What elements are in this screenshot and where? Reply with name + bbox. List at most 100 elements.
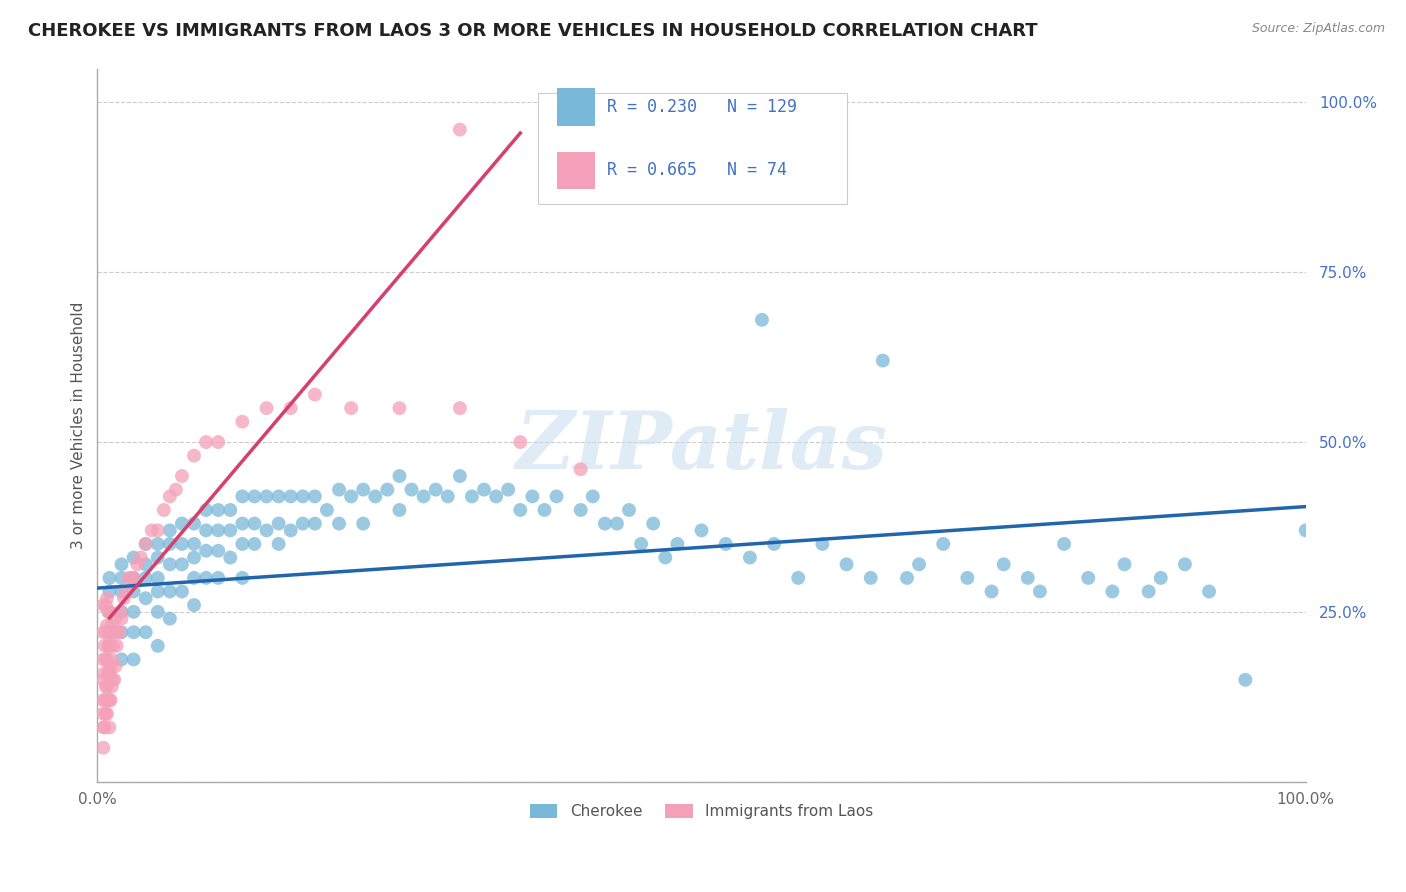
Point: [98, 605, 121, 619]
Point: [159, 612, 181, 626]
Point: [97, 665, 120, 680]
Point: [1150, 571, 1173, 585]
Point: [509, 503, 531, 517]
Point: [231, 490, 253, 504]
Point: [738, 550, 761, 565]
Point: [110, 584, 132, 599]
Point: [1017, 571, 1039, 585]
Point: [1101, 584, 1123, 599]
Point: [908, 558, 931, 572]
Point: [231, 516, 253, 531]
Point: [135, 537, 157, 551]
Point: [108, 625, 131, 640]
Point: [291, 490, 314, 504]
Point: [103, 673, 125, 687]
Point: [98, 605, 121, 619]
Point: [94, 680, 117, 694]
Point: [666, 537, 689, 551]
Point: [159, 524, 181, 538]
Point: [377, 483, 399, 497]
Point: [122, 571, 145, 585]
Point: [146, 605, 169, 619]
Point: [1114, 558, 1136, 572]
Point: [243, 516, 266, 531]
Point: [96, 652, 118, 666]
Point: [146, 550, 169, 565]
Text: CHEROKEE VS IMMIGRANTS FROM LAOS 3 OR MORE VEHICLES IN HOUSEHOLD CORRELATION CHA: CHEROKEE VS IMMIGRANTS FROM LAOS 3 OR MO…: [28, 22, 1038, 40]
Point: [280, 490, 302, 504]
Point: [122, 625, 145, 640]
Point: [93, 693, 115, 707]
Point: [1137, 584, 1160, 599]
Point: [127, 558, 149, 572]
Point: [110, 652, 132, 666]
Point: [496, 483, 519, 497]
Point: [352, 483, 374, 497]
Point: [461, 490, 484, 504]
Point: [352, 516, 374, 531]
Point: [956, 571, 979, 585]
Point: [1029, 584, 1052, 599]
Point: [280, 524, 302, 538]
Point: [96, 680, 118, 694]
Point: [96, 706, 118, 721]
Point: [219, 550, 242, 565]
Point: [195, 435, 218, 450]
Point: [593, 516, 616, 531]
Point: [115, 584, 138, 599]
Point: [146, 537, 169, 551]
Point: [328, 516, 350, 531]
Point: [714, 537, 737, 551]
Point: [654, 550, 676, 565]
Point: [219, 524, 242, 538]
Point: [751, 313, 773, 327]
Point: [859, 571, 882, 585]
Point: [170, 516, 193, 531]
Point: [340, 401, 363, 416]
Point: [569, 462, 592, 476]
Point: [388, 469, 411, 483]
Point: [159, 584, 181, 599]
Point: [159, 490, 181, 504]
Point: [146, 524, 169, 538]
Point: [101, 618, 124, 632]
Point: [388, 401, 411, 416]
Point: [267, 516, 290, 531]
Point: [401, 483, 423, 497]
Point: [93, 625, 115, 640]
Point: [617, 503, 640, 517]
Point: [606, 516, 628, 531]
Point: [291, 516, 314, 531]
Point: [763, 537, 786, 551]
Point: [835, 558, 858, 572]
Point: [183, 550, 205, 565]
Point: [316, 503, 339, 517]
Point: [219, 503, 242, 517]
Point: [110, 605, 132, 619]
Point: [93, 720, 115, 734]
Point: [101, 680, 124, 694]
Point: [449, 469, 471, 483]
Point: [256, 490, 278, 504]
Point: [231, 537, 253, 551]
Point: [146, 584, 169, 599]
Point: [1198, 584, 1220, 599]
Point: [98, 639, 121, 653]
Point: [328, 483, 350, 497]
Point: [101, 652, 124, 666]
Point: [183, 598, 205, 612]
Point: [183, 449, 205, 463]
Point: [304, 516, 326, 531]
Point: [243, 537, 266, 551]
Point: [207, 435, 229, 450]
Point: [93, 706, 115, 721]
Point: [141, 524, 163, 538]
Point: [546, 490, 568, 504]
Point: [93, 598, 115, 612]
Legend: Cherokee, Immigrants from Laos: Cherokee, Immigrants from Laos: [524, 798, 879, 825]
Point: [690, 524, 713, 538]
Point: [110, 558, 132, 572]
Point: [195, 524, 218, 538]
Point: [412, 490, 434, 504]
Point: [872, 353, 894, 368]
